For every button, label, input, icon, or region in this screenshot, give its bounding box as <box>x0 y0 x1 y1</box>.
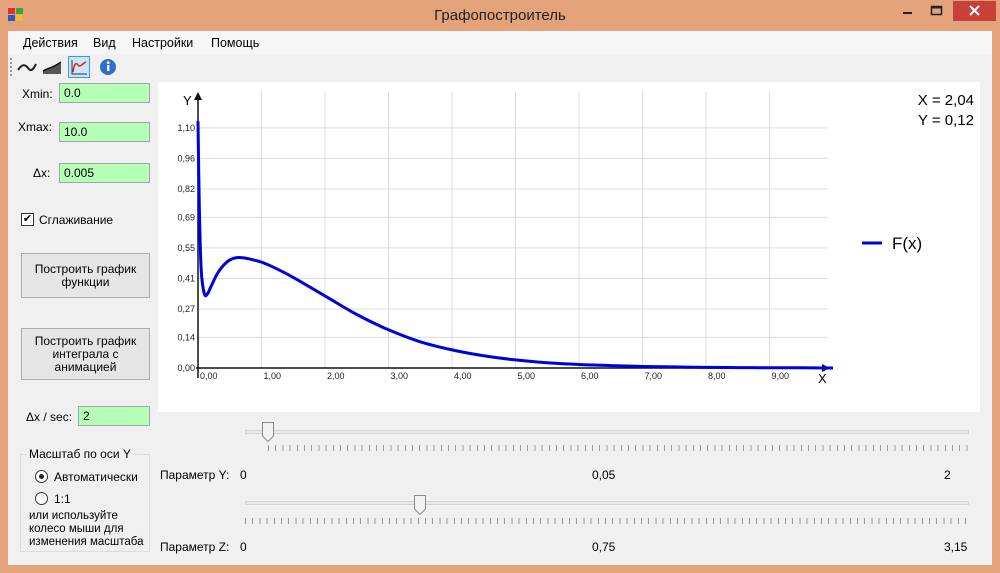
x-tick-label: 0,00 <box>200 371 218 381</box>
info-icon <box>100 59 116 75</box>
smoothing-label: Сглаживание <box>39 213 114 227</box>
y-axis-arrow <box>194 92 202 100</box>
smoothing-checkbox[interactable]: ✔ <box>21 213 34 226</box>
x-tick-label: 4,00 <box>454 371 472 381</box>
cursor-x-readout: X = 2,04 <box>918 92 974 109</box>
y-scale-group-title: Масштаб по оси Y <box>27 447 133 461</box>
xmax-field[interactable]: 10.0 <box>59 122 150 142</box>
xmax-label: Xmax: <box>18 120 53 134</box>
legend-label: F(x) <box>892 234 922 253</box>
y-tick-label: 0,55 <box>177 243 195 253</box>
info-button[interactable] <box>97 56 119 78</box>
x-tick-label: 5,00 <box>518 371 536 381</box>
param-y-value: 0,05 <box>592 468 616 482</box>
close-button[interactable] <box>953 1 996 21</box>
plot-integral-animation-button[interactable]: Построить график интеграла с анимацией <box>21 328 150 380</box>
check-icon: ✔ <box>22 213 33 225</box>
plot-integral-button[interactable] <box>68 56 90 78</box>
y-scale-group: Масштаб по оси Y Автоматически 1:1 или и… <box>20 447 150 552</box>
menu-settings[interactable]: Настройки <box>132 36 194 50</box>
x-tick-label: 6,00 <box>581 371 599 381</box>
curve-icon <box>17 63 37 72</box>
y-tick-label: 0,00 <box>177 363 195 373</box>
minimize-button[interactable] <box>893 1 922 21</box>
x-tick-label: 1,00 <box>264 371 282 381</box>
param-z-label: Параметр Z: <box>160 540 230 554</box>
y-tick-label: 0,14 <box>177 332 195 342</box>
maximize-button[interactable] <box>922 1 951 21</box>
menu-help[interactable]: Помощь <box>211 36 260 50</box>
y-tick-label: 0,41 <box>177 273 195 283</box>
param-y-slider-thumb[interactable] <box>262 422 274 442</box>
title-bar[interactable]: Графопостроитель <box>0 0 1000 31</box>
one-to-one-radio[interactable] <box>35 492 48 505</box>
plot-curve-button[interactable] <box>16 56 38 78</box>
y-axis-label: Y <box>183 93 192 108</box>
plot-area-button[interactable] <box>41 56 63 78</box>
param-z-slider-thumb[interactable] <box>414 495 426 515</box>
dx-label: Δx: <box>33 166 51 180</box>
y-tick-label: 0,82 <box>177 184 195 194</box>
x-tick-label: 3,00 <box>391 371 409 381</box>
cursor-y-readout: Y = 0,12 <box>918 112 974 129</box>
scale-hint: или используйте колесо мыши для изменени… <box>29 510 144 548</box>
one-to-one-label: 1:1 <box>54 492 71 506</box>
speed-field[interactable]: 2 <box>78 406 150 426</box>
param-z-ticks <box>245 518 969 524</box>
y-tick-label: 0,69 <box>177 212 195 222</box>
y-tick-label: 0,27 <box>177 304 195 314</box>
param-z-min: 0 <box>240 540 247 554</box>
param-y-slider-track[interactable] <box>245 430 969 434</box>
param-y-max: 2 <box>944 468 951 482</box>
xmin-field[interactable]: 0.0 <box>59 83 150 103</box>
menu-view[interactable]: Вид <box>93 36 116 50</box>
x-tick-label: 7,00 <box>645 371 663 381</box>
param-y-label: Параметр Y: <box>160 468 230 482</box>
x-tick-label: 9,00 <box>772 371 790 381</box>
speed-label: Δx / sec: <box>26 410 73 424</box>
integral-icon <box>71 60 87 75</box>
minimize-icon <box>903 12 912 14</box>
function-chart[interactable]: X Y 0,00 1,00 2,00 3,00 4,00 5,00 6,00 7,00 8,00 9,… <box>158 82 980 412</box>
x-tick-label: 8,00 <box>708 371 726 381</box>
param-y-ticks <box>268 445 970 451</box>
y-tick-label: 0,96 <box>177 153 195 163</box>
maximize-icon <box>930 5 943 16</box>
param-z-max: 3,15 <box>944 540 968 554</box>
param-y-min: 0 <box>240 468 247 482</box>
y-tick-label: 1,10 <box>177 123 195 133</box>
client-area: Действия Вид Настройки Помощь Xmin: 0.0 … <box>8 31 992 565</box>
dx-field[interactable]: 0.005 <box>59 163 150 183</box>
auto-scale-label: Автоматически <box>54 470 138 484</box>
menu-bar: Действия Вид Настройки Помощь <box>8 31 992 54</box>
series-line-fx <box>196 121 834 370</box>
auto-scale-radio[interactable] <box>35 470 48 483</box>
app-icon <box>8 8 23 21</box>
menu-actions[interactable]: Действия <box>23 36 78 50</box>
param-z-value: 0,75 <box>592 540 616 554</box>
close-icon <box>969 5 980 16</box>
xmin-label: Xmin: <box>22 87 53 101</box>
param-z-slider-track[interactable] <box>245 501 969 505</box>
x-tick-label: 2,00 <box>327 371 345 381</box>
window-title: Графопостроитель <box>434 7 566 24</box>
plot-function-button[interactable]: Построить график функции <box>21 253 150 298</box>
x-axis-label: X <box>818 371 827 386</box>
chart-panel[interactable]: X Y 0,00 1,00 2,00 3,00 4,00 5,00 6,00 7,00 8,00 9,… <box>158 82 980 412</box>
area-icon <box>42 61 62 74</box>
toolbar-grip[interactable] <box>10 58 12 76</box>
toolbar <box>8 54 992 81</box>
